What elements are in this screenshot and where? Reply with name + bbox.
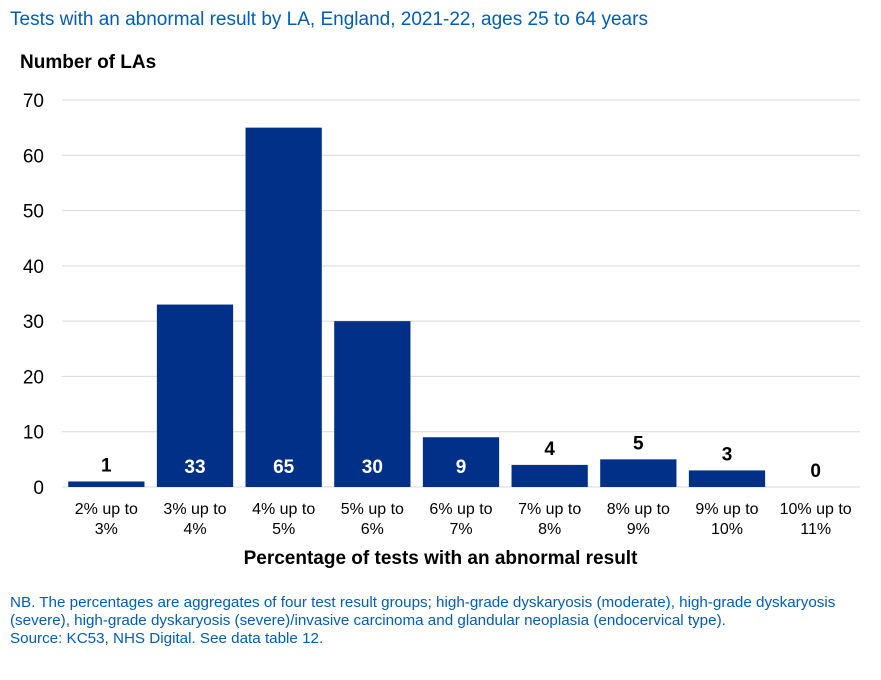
bar [334,321,411,487]
x-tick-label: 11% [800,521,831,538]
x-tick-label: 8% [538,521,561,538]
x-tick-label: 5% up to [341,501,404,518]
y-tick-label: 0 [33,478,44,499]
chart-title: Tests with an abnormal result by LA, Eng… [10,9,648,30]
y-tick-label: 50 [23,202,44,223]
data-label: 0 [810,461,821,482]
x-tick-label: 7% [449,521,472,538]
y-axis-label: Number of LAs [20,52,157,73]
x-tick-label: 4% [183,521,206,538]
x-tick-label: 2% up to [75,501,138,518]
bar [422,437,500,487]
bar [156,304,234,487]
y-tick-label: 60 [23,146,44,167]
x-tick-label: 6% up to [429,501,492,518]
data-label: 1 [101,455,112,476]
x-tick-label: 4% up to [252,501,315,518]
y-tick-label: 70 [23,91,44,112]
x-tick-label: 5% [272,521,295,538]
data-label: 4 [544,439,555,460]
x-tick-label: 3% [95,521,118,538]
data-label: 65 [273,457,295,478]
data-label: 30 [362,457,383,478]
data-label: 33 [184,457,205,478]
x-tick-label: 3% up to [163,501,226,518]
x-tick-label: 8% up to [607,501,670,518]
y-tick-label: 20 [23,367,44,388]
bar [511,464,588,487]
data-label: 9 [456,457,467,478]
x-tick-label: 9% [627,521,650,538]
bar [688,470,766,487]
x-tick-label: 7% up to [518,501,581,518]
y-tick-label: 30 [23,312,44,333]
x-tick-label: 10% [711,521,743,538]
x-tick-label: 10% up to [780,501,852,518]
data-label: 3 [722,444,733,465]
x-tick-label: 9% up to [695,501,758,518]
x-axis-label: Percentage of tests with an abnormal res… [243,548,638,569]
y-tick-label: 40 [23,257,44,278]
bar [68,481,145,487]
footnote-nb: NB. The percentages are aggregates of fo… [10,594,836,629]
y-tick-label: 10 [23,423,44,444]
footnote-source: Source: KC53, NHS Digital. See data tabl… [10,630,324,647]
bar [245,127,322,488]
footnote: NB. The percentages are aggregates of fo… [10,594,868,648]
x-tick-label: 6% [361,521,384,538]
data-label: 5 [633,433,644,454]
bar [600,459,677,487]
